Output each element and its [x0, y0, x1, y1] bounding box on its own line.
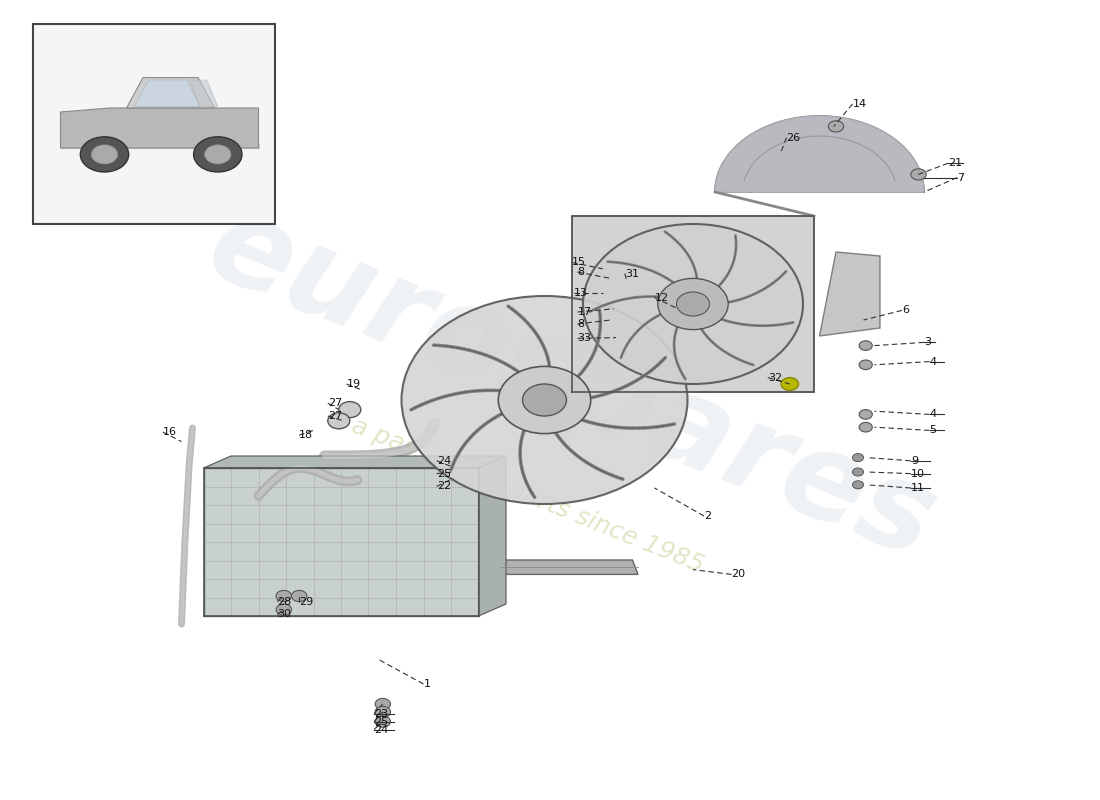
Circle shape — [292, 590, 307, 602]
Polygon shape — [478, 456, 506, 616]
Circle shape — [498, 366, 591, 434]
Text: 10: 10 — [911, 469, 925, 478]
Circle shape — [676, 292, 710, 316]
Circle shape — [375, 698, 390, 710]
Text: 27: 27 — [328, 411, 342, 421]
Circle shape — [375, 716, 390, 727]
Text: 24: 24 — [437, 456, 451, 466]
Circle shape — [91, 145, 118, 164]
Circle shape — [375, 706, 390, 718]
Polygon shape — [820, 252, 880, 336]
Text: 25: 25 — [437, 469, 451, 478]
Text: 3: 3 — [924, 338, 931, 347]
Text: 12: 12 — [654, 293, 669, 302]
Circle shape — [583, 224, 803, 384]
Circle shape — [859, 410, 872, 419]
Polygon shape — [500, 560, 638, 574]
Text: 9: 9 — [911, 456, 917, 466]
Text: 33: 33 — [578, 334, 592, 343]
Text: 26: 26 — [786, 133, 801, 142]
Polygon shape — [572, 216, 814, 392]
Text: 32: 32 — [768, 373, 782, 382]
Text: 6: 6 — [902, 306, 909, 315]
Text: 5: 5 — [930, 426, 936, 435]
Polygon shape — [60, 144, 258, 148]
Circle shape — [276, 590, 292, 602]
Text: 16: 16 — [163, 427, 177, 437]
Text: 21: 21 — [948, 158, 962, 168]
Circle shape — [339, 402, 361, 418]
Text: 1: 1 — [424, 679, 430, 689]
Circle shape — [402, 296, 688, 504]
Circle shape — [852, 481, 864, 489]
Text: 4: 4 — [930, 357, 936, 366]
Text: 20: 20 — [732, 570, 746, 579]
Text: 8: 8 — [578, 267, 584, 277]
Circle shape — [205, 145, 231, 164]
Text: 28: 28 — [277, 597, 292, 606]
Text: a passion for parts since 1985: a passion for parts since 1985 — [349, 414, 707, 578]
Text: 18: 18 — [299, 430, 314, 440]
Text: 30: 30 — [277, 610, 292, 619]
Text: 17: 17 — [578, 307, 592, 317]
Circle shape — [859, 422, 872, 432]
Text: 23: 23 — [374, 709, 388, 718]
Polygon shape — [60, 108, 258, 148]
Text: 11: 11 — [911, 483, 925, 493]
Circle shape — [852, 468, 864, 476]
Text: 7: 7 — [957, 173, 964, 182]
Circle shape — [276, 604, 292, 615]
Text: 25: 25 — [374, 717, 388, 726]
Circle shape — [852, 454, 864, 462]
Polygon shape — [204, 456, 506, 468]
Text: 13: 13 — [574, 288, 589, 298]
Polygon shape — [126, 78, 214, 108]
Text: 22: 22 — [437, 482, 451, 491]
Circle shape — [828, 121, 844, 132]
Text: 4: 4 — [930, 410, 936, 419]
Circle shape — [80, 137, 129, 172]
Text: 8: 8 — [578, 319, 584, 329]
Circle shape — [194, 137, 242, 172]
Text: 27: 27 — [328, 398, 342, 408]
Text: 31: 31 — [625, 269, 639, 278]
Text: 2: 2 — [704, 511, 711, 521]
Polygon shape — [715, 116, 924, 192]
Polygon shape — [189, 80, 218, 106]
Circle shape — [781, 378, 799, 390]
Circle shape — [911, 169, 926, 180]
Circle shape — [658, 278, 728, 330]
Polygon shape — [204, 468, 478, 616]
Circle shape — [859, 360, 872, 370]
Text: 24: 24 — [374, 725, 388, 734]
Circle shape — [859, 341, 872, 350]
Polygon shape — [134, 80, 200, 106]
Text: 29: 29 — [299, 597, 314, 606]
Text: 19: 19 — [346, 379, 361, 389]
Text: 15: 15 — [572, 258, 586, 267]
Text: 14: 14 — [852, 99, 867, 109]
Polygon shape — [715, 116, 924, 192]
Bar — [33, 24, 275, 224]
Circle shape — [522, 384, 566, 416]
Text: eurospares: eurospares — [191, 185, 953, 583]
Circle shape — [328, 413, 350, 429]
